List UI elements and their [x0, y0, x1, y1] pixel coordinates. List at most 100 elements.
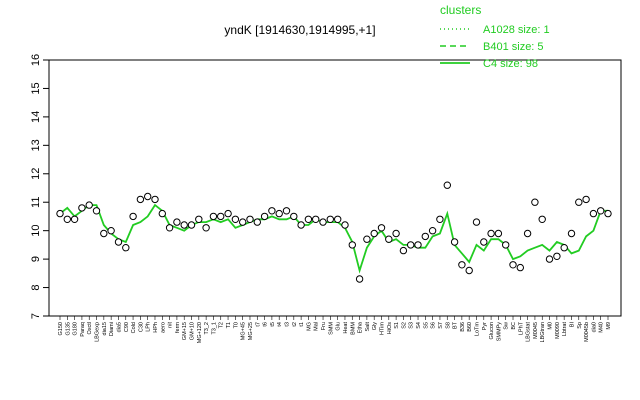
data-point	[545, 255, 554, 263]
x-tick-label: t5	[270, 322, 276, 327]
x-tick-label: dia5	[116, 322, 122, 332]
x-tick-label: LBGtran	[540, 322, 546, 342]
x-tick-label: Etha	[358, 321, 364, 333]
data-point	[355, 275, 364, 283]
data-point	[560, 244, 568, 252]
data-point	[509, 261, 517, 269]
x-axis: G150 G135 G180 Paraq Oxctl LBGexp dia15 Diami di…	[58, 316, 612, 343]
x-tick-label: T0	[233, 322, 239, 328]
data-points	[56, 181, 612, 283]
y-tick-label: 9	[30, 256, 42, 262]
x-tick-label: M9	[606, 322, 612, 330]
data-point	[260, 212, 269, 221]
x-tick-label: S5	[423, 322, 429, 329]
x-tick-label: MG+25	[248, 322, 254, 340]
data-point	[334, 215, 342, 224]
data-point	[480, 238, 488, 246]
data-point	[385, 235, 393, 243]
x-tick-label: T1	[226, 322, 232, 328]
data-point	[282, 207, 291, 215]
y-tick-label: 16	[30, 54, 42, 66]
data-point	[122, 244, 130, 252]
chart-title: yndK [1914630,1914995,+1]	[224, 23, 375, 37]
data-point	[151, 195, 159, 204]
x-tick-label: BI	[569, 322, 575, 328]
data-point	[341, 221, 349, 229]
data-point	[70, 215, 79, 224]
y-tick-label: 10	[30, 225, 42, 237]
data-point	[392, 229, 400, 238]
x-tick-label: SMMPy	[496, 322, 502, 342]
data-point	[85, 201, 93, 209]
x-tick-label: Sp	[577, 322, 583, 329]
x-tick-label: t4	[277, 322, 283, 327]
data-point	[523, 229, 532, 238]
median-series-line	[59, 203, 608, 274]
data-point	[290, 212, 298, 221]
x-tick-label: MG	[306, 322, 312, 331]
data-point	[92, 207, 101, 215]
data-point	[516, 263, 524, 272]
x-tick-label: T2	[219, 322, 225, 328]
x-tick-label: Lbtrat	[562, 322, 568, 337]
data-point	[348, 241, 356, 249]
data-point	[414, 241, 422, 249]
data-point	[268, 207, 276, 215]
data-point	[443, 181, 451, 189]
data-point	[604, 209, 612, 218]
data-point	[100, 229, 108, 238]
x-tick-label: M40	[599, 322, 605, 333]
x-tick-label: S7	[438, 322, 444, 329]
x-tick-label: t1	[299, 322, 305, 327]
x-tick-label: LPhT	[518, 321, 524, 335]
data-point	[144, 192, 152, 201]
median-line	[59, 203, 608, 274]
x-tick-label: M0	[548, 322, 554, 330]
data-point	[173, 218, 181, 226]
data-point	[487, 229, 495, 238]
x-tick-label: M0090	[555, 322, 561, 339]
x-tick-label: Fru	[321, 322, 327, 330]
data-point	[136, 195, 145, 204]
y-tick-label: 13	[30, 139, 42, 151]
data-point	[78, 204, 86, 212]
x-tick-label: t6	[263, 322, 269, 327]
x-tick-label: HTim	[379, 322, 385, 335]
x-tick-label: Oxctl	[87, 322, 93, 335]
y-tick-label: 8	[30, 284, 42, 290]
data-point	[56, 209, 64, 218]
x-tick-label: Sw	[504, 322, 510, 330]
data-point	[436, 215, 444, 224]
x-tick-label: HPh	[153, 322, 159, 333]
x-tick-label: Glu	[336, 322, 342, 331]
x-tick-label: G180	[73, 322, 79, 335]
legend-title: clusters	[440, 3, 481, 17]
data-point	[129, 212, 137, 221]
x-tick-label: T3_1	[211, 322, 217, 335]
x-tick-label: C90	[124, 322, 130, 332]
x-tick-label: LBGexp	[95, 322, 101, 342]
x-tick-label: t2	[292, 322, 298, 327]
data-point	[472, 218, 481, 226]
data-point	[107, 227, 115, 235]
y-tick-label: 7	[30, 313, 42, 319]
data-point	[158, 209, 167, 218]
x-tick-label: B36	[460, 322, 466, 332]
data-point	[538, 215, 546, 224]
legend: clusters A1028 size: 1 B401 size: 5 C4 s…	[440, 3, 550, 70]
data-point	[597, 207, 605, 215]
x-tick-label: Salt	[365, 322, 371, 332]
data-point	[589, 209, 598, 218]
data-point	[363, 235, 371, 243]
x-tick-label: HiOs	[387, 322, 393, 334]
x-tick-label: M0045b	[584, 322, 590, 342]
x-tick-label: M0045	[533, 322, 539, 339]
data-point	[502, 241, 510, 249]
data-point	[63, 215, 72, 224]
data-point	[246, 215, 254, 224]
x-tick-label: BC	[511, 322, 517, 330]
data-point	[377, 224, 386, 232]
x-tick-label: t3	[285, 322, 291, 327]
x-tick-label: Diami	[109, 322, 115, 336]
